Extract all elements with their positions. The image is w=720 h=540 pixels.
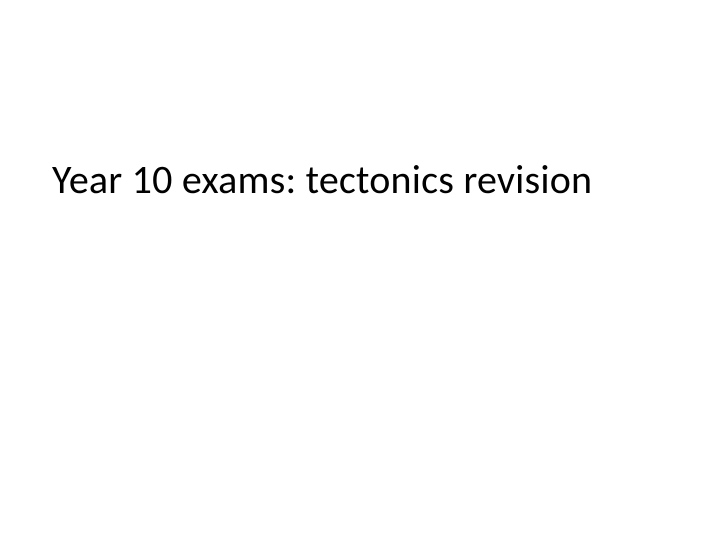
slide-title: Year 10 exams: tectonics revision — [52, 155, 592, 204]
